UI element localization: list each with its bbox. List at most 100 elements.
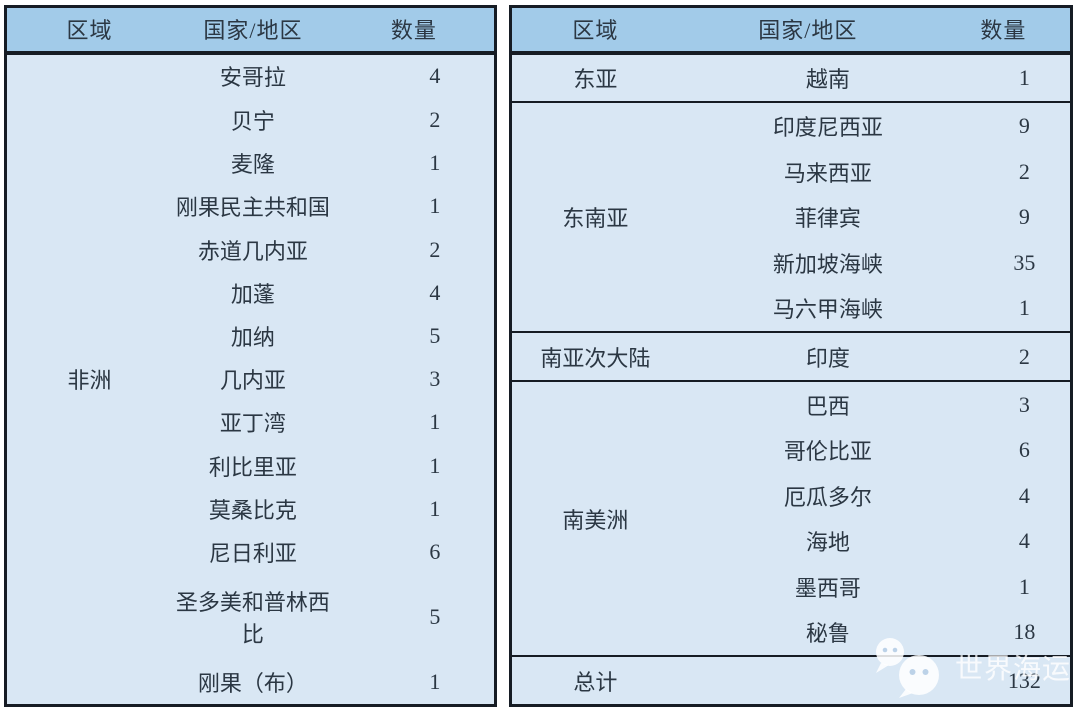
quantity-cell: 3 <box>1018 391 1030 417</box>
col-header-country: 国家/地区 <box>172 6 334 55</box>
table-row: 南亚次大陆 印度 2 <box>510 332 1072 382</box>
table-row: 菲律宾 9 <box>511 195 1072 240</box>
table-row: 墨西哥 1 <box>511 564 1072 609</box>
col-header-region: 区域 <box>5 6 173 55</box>
table-row: 哥伦比亚 6 <box>511 428 1072 473</box>
quantity-cell: 1 <box>429 409 441 435</box>
country-cell: 印度 <box>678 332 937 382</box>
table-row: 刚果民主共和国 1 <box>6 185 496 228</box>
region-cell: 南亚次大陆 <box>510 332 679 382</box>
quantity-cell: 1 <box>429 669 441 695</box>
quantity-cell: 1 <box>429 150 441 176</box>
total-spacer-cell <box>679 656 937 705</box>
quantity-cell: 1 <box>429 452 441 478</box>
quantity-cell: 18 <box>936 609 1072 658</box>
quantity-cell: 1 <box>936 52 1072 104</box>
total-row: 总计 132 <box>511 656 1072 705</box>
table-row: 莫桑比克 1 <box>6 487 496 530</box>
quantity-cell: 3 <box>429 366 441 392</box>
country-cell: 新加坡海峡 <box>772 251 883 277</box>
quantity-cell: 1 <box>936 285 1072 334</box>
quantity-cell: 4 <box>1018 482 1030 508</box>
table-row: 厄瓜多尔 4 <box>511 473 1072 518</box>
table-row: 东南亚 印度尼西亚 9 <box>510 102 1072 334</box>
table-row: 尼日利亚 6 <box>6 530 496 573</box>
quantity-cell: 2 <box>1018 158 1030 184</box>
quantity-cell: 1 <box>429 495 441 521</box>
country-cell: 几内亚 <box>219 368 286 394</box>
country-cell: 巴西 <box>805 393 850 419</box>
country-cell: 马六甲海峡 <box>678 285 937 334</box>
country-cell: 尼日利亚 <box>208 541 297 567</box>
table-row: 马六甲海峡 1 <box>511 285 1072 334</box>
quantity-cell: 2 <box>429 236 441 262</box>
quantity-cell: 35 <box>1013 249 1036 275</box>
quantity-cell: 5 <box>429 323 441 349</box>
table-row: 几内亚 3 <box>6 358 496 401</box>
col-header-quantity: 数量 <box>333 6 496 55</box>
country-cell: 刚果民主共和国 <box>175 195 330 221</box>
country-cell: 安哥拉 <box>219 65 286 91</box>
table-row: 亚丁湾 1 <box>6 401 496 444</box>
region-cell: 南美洲 <box>510 380 679 658</box>
col-header-region: 区域 <box>510 6 679 55</box>
table-row: 南美洲 巴西 3 <box>510 380 1072 658</box>
quantity-cell: 2 <box>429 107 441 132</box>
country-cell: 秘鲁 <box>678 609 937 658</box>
table-row: 利比里亚 1 <box>6 444 496 487</box>
table-row: 加纳 5 <box>6 314 496 357</box>
right-table-header: 区域 国家/地区 数量 <box>510 6 1072 55</box>
table-row: 新加坡海峡 35 <box>511 240 1072 285</box>
country-cell: 赤道几内亚 <box>197 238 308 264</box>
country-cell: 麦隆 <box>230 152 275 178</box>
country-cell: 刚果（布） <box>197 671 308 697</box>
left-table-header: 区域 国家/地区 数量 <box>5 6 496 55</box>
table-row: 海地 4 <box>511 519 1072 564</box>
quantity-cell: 9 <box>1018 204 1030 230</box>
region-cell: 东亚 <box>510 52 679 104</box>
table-row: 加蓬 4 <box>6 271 496 314</box>
quantity-cell: 4 <box>429 63 441 89</box>
quantity-cell: 5 <box>429 603 441 629</box>
table-row: 圣多美和普林西比 5 <box>6 574 496 660</box>
table-row: 麦隆 1 <box>6 142 496 185</box>
quantity-cell: 2 <box>936 332 1072 382</box>
country-cell: 越南 <box>678 52 937 104</box>
quantity-cell: 9 <box>1018 113 1030 139</box>
quantity-cell: 4 <box>429 279 441 305</box>
quantity-cell: 1 <box>429 193 441 219</box>
table-row: 刚果（布） 1 <box>6 660 496 705</box>
right-table: 区域 国家/地区 数量 东亚 越南 1 东南亚 印度尼西亚 9 马来西亚 2 菲律… <box>509 5 1073 707</box>
col-header-quantity: 数量 <box>936 6 1072 55</box>
table-row: 非洲 安哥拉 4 <box>5 52 496 707</box>
country-cell: 海地 <box>805 530 850 556</box>
country-cell: 墨西哥 <box>794 575 861 601</box>
country-cell: 加蓬 <box>230 281 275 307</box>
quantity-cell: 1 <box>1018 573 1030 599</box>
table-row: 东亚 越南 1 <box>510 52 1072 104</box>
region-cell: 东南亚 <box>510 102 679 334</box>
country-cell: 马来西亚 <box>783 160 872 186</box>
left-table: 区域 国家/地区 数量 非洲 安哥拉 4 贝宁 2 麦隆 1 刚果民主共和国 1 赤道… <box>4 5 497 707</box>
country-cell: 莫桑比克 <box>208 497 297 523</box>
country-cell: 加纳 <box>230 325 275 351</box>
total-value-cell: 132 <box>1007 667 1041 693</box>
col-header-country: 国家/地区 <box>678 6 937 55</box>
quantity-cell: 6 <box>1018 437 1030 463</box>
total-label-cell: 总计 <box>573 669 618 695</box>
country-cell: 哥伦比亚 <box>783 439 872 465</box>
table-row: 贝宁 2 <box>6 98 496 141</box>
country-cell: 厄瓜多尔 <box>783 484 872 510</box>
region-cell: 非洲 <box>5 52 173 707</box>
country-cell: 菲律宾 <box>794 206 861 232</box>
quantity-cell: 4 <box>1018 528 1030 554</box>
country-cell: 贝宁 <box>230 109 275 134</box>
country-cell: 圣多美和普林西比 <box>175 589 330 647</box>
table-row: 赤道几内亚 2 <box>6 228 496 271</box>
country-cell: 利比里亚 <box>208 454 297 480</box>
country-cell: 印度尼西亚 <box>772 115 883 141</box>
table-row: 马来西亚 2 <box>511 149 1072 194</box>
quantity-cell: 6 <box>429 539 441 565</box>
country-cell: 亚丁湾 <box>219 411 286 437</box>
